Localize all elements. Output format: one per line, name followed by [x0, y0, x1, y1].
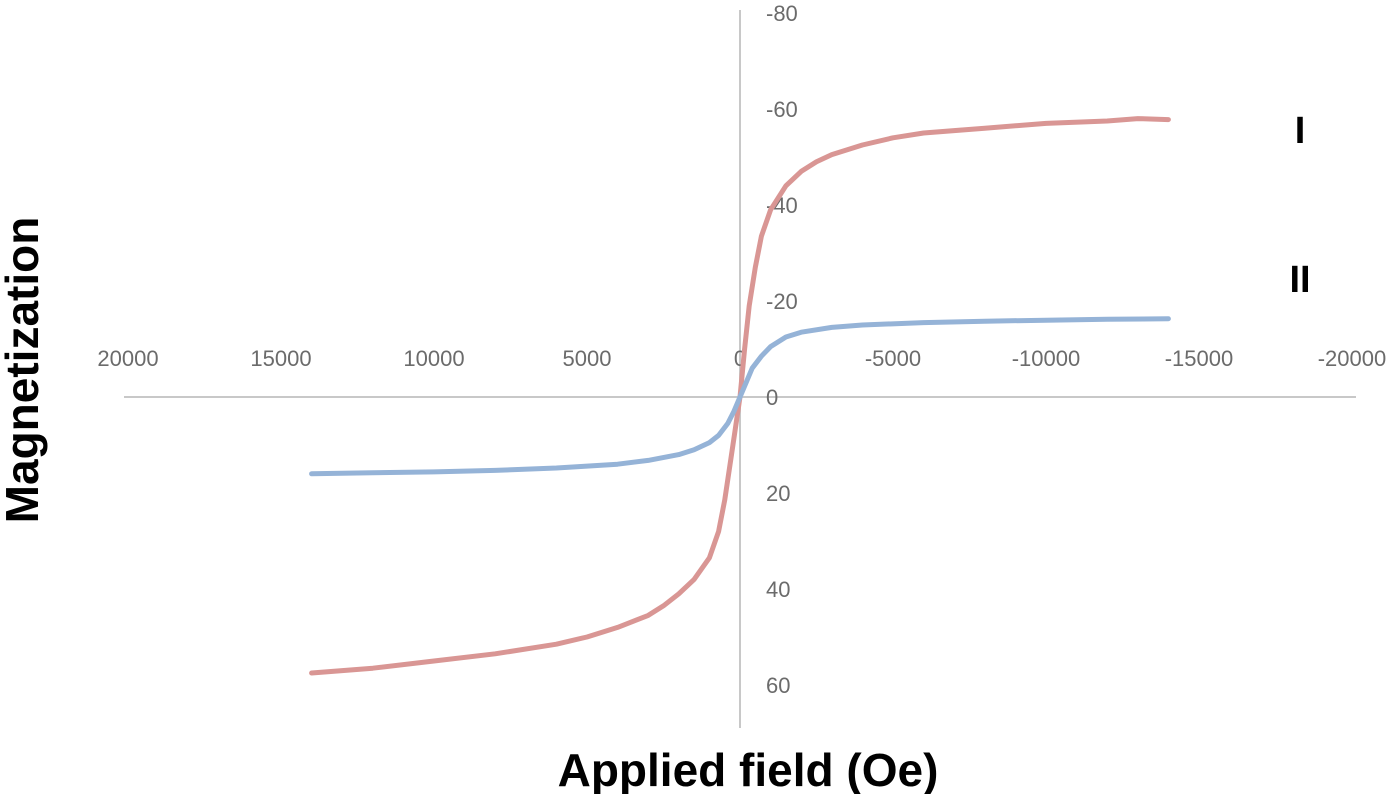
series-labels: III — [1289, 110, 1310, 301]
y-tick-label: 40 — [766, 577, 790, 602]
x-tick-label: -5000 — [865, 346, 921, 371]
y-tick-label: 20 — [766, 481, 790, 506]
x-tick-label: 5000 — [563, 346, 612, 371]
series-label-II: II — [1289, 259, 1310, 301]
series-line-II — [309, 316, 1171, 477]
y-axis-title: Magnetization — [0, 217, 48, 524]
y-tick-label: 60 — [766, 673, 790, 698]
series-label-I: I — [1295, 110, 1306, 152]
x-tick-label: -20000 — [1318, 346, 1387, 371]
series-layer — [309, 116, 1171, 676]
x-tick-label: 10000 — [403, 346, 464, 371]
x-tick-label: -10000 — [1012, 346, 1081, 371]
x-tick-label: 15000 — [250, 346, 311, 371]
y-tick-label: 0 — [766, 385, 778, 410]
y-tick-label: -60 — [766, 97, 798, 122]
x-tick-label: 20000 — [97, 346, 158, 371]
x-axis-title: Applied field (Oe) — [558, 744, 939, 794]
x-tick-labels: 20000 15000 10000 5000 0 -5000 -10000 -15000 -20… — [97, 346, 1386, 371]
y-tick-label: -80 — [766, 1, 798, 26]
x-tick-label: -15000 — [1165, 346, 1234, 371]
y-tick-label: -20 — [766, 289, 798, 314]
series-line-I — [309, 116, 1171, 676]
